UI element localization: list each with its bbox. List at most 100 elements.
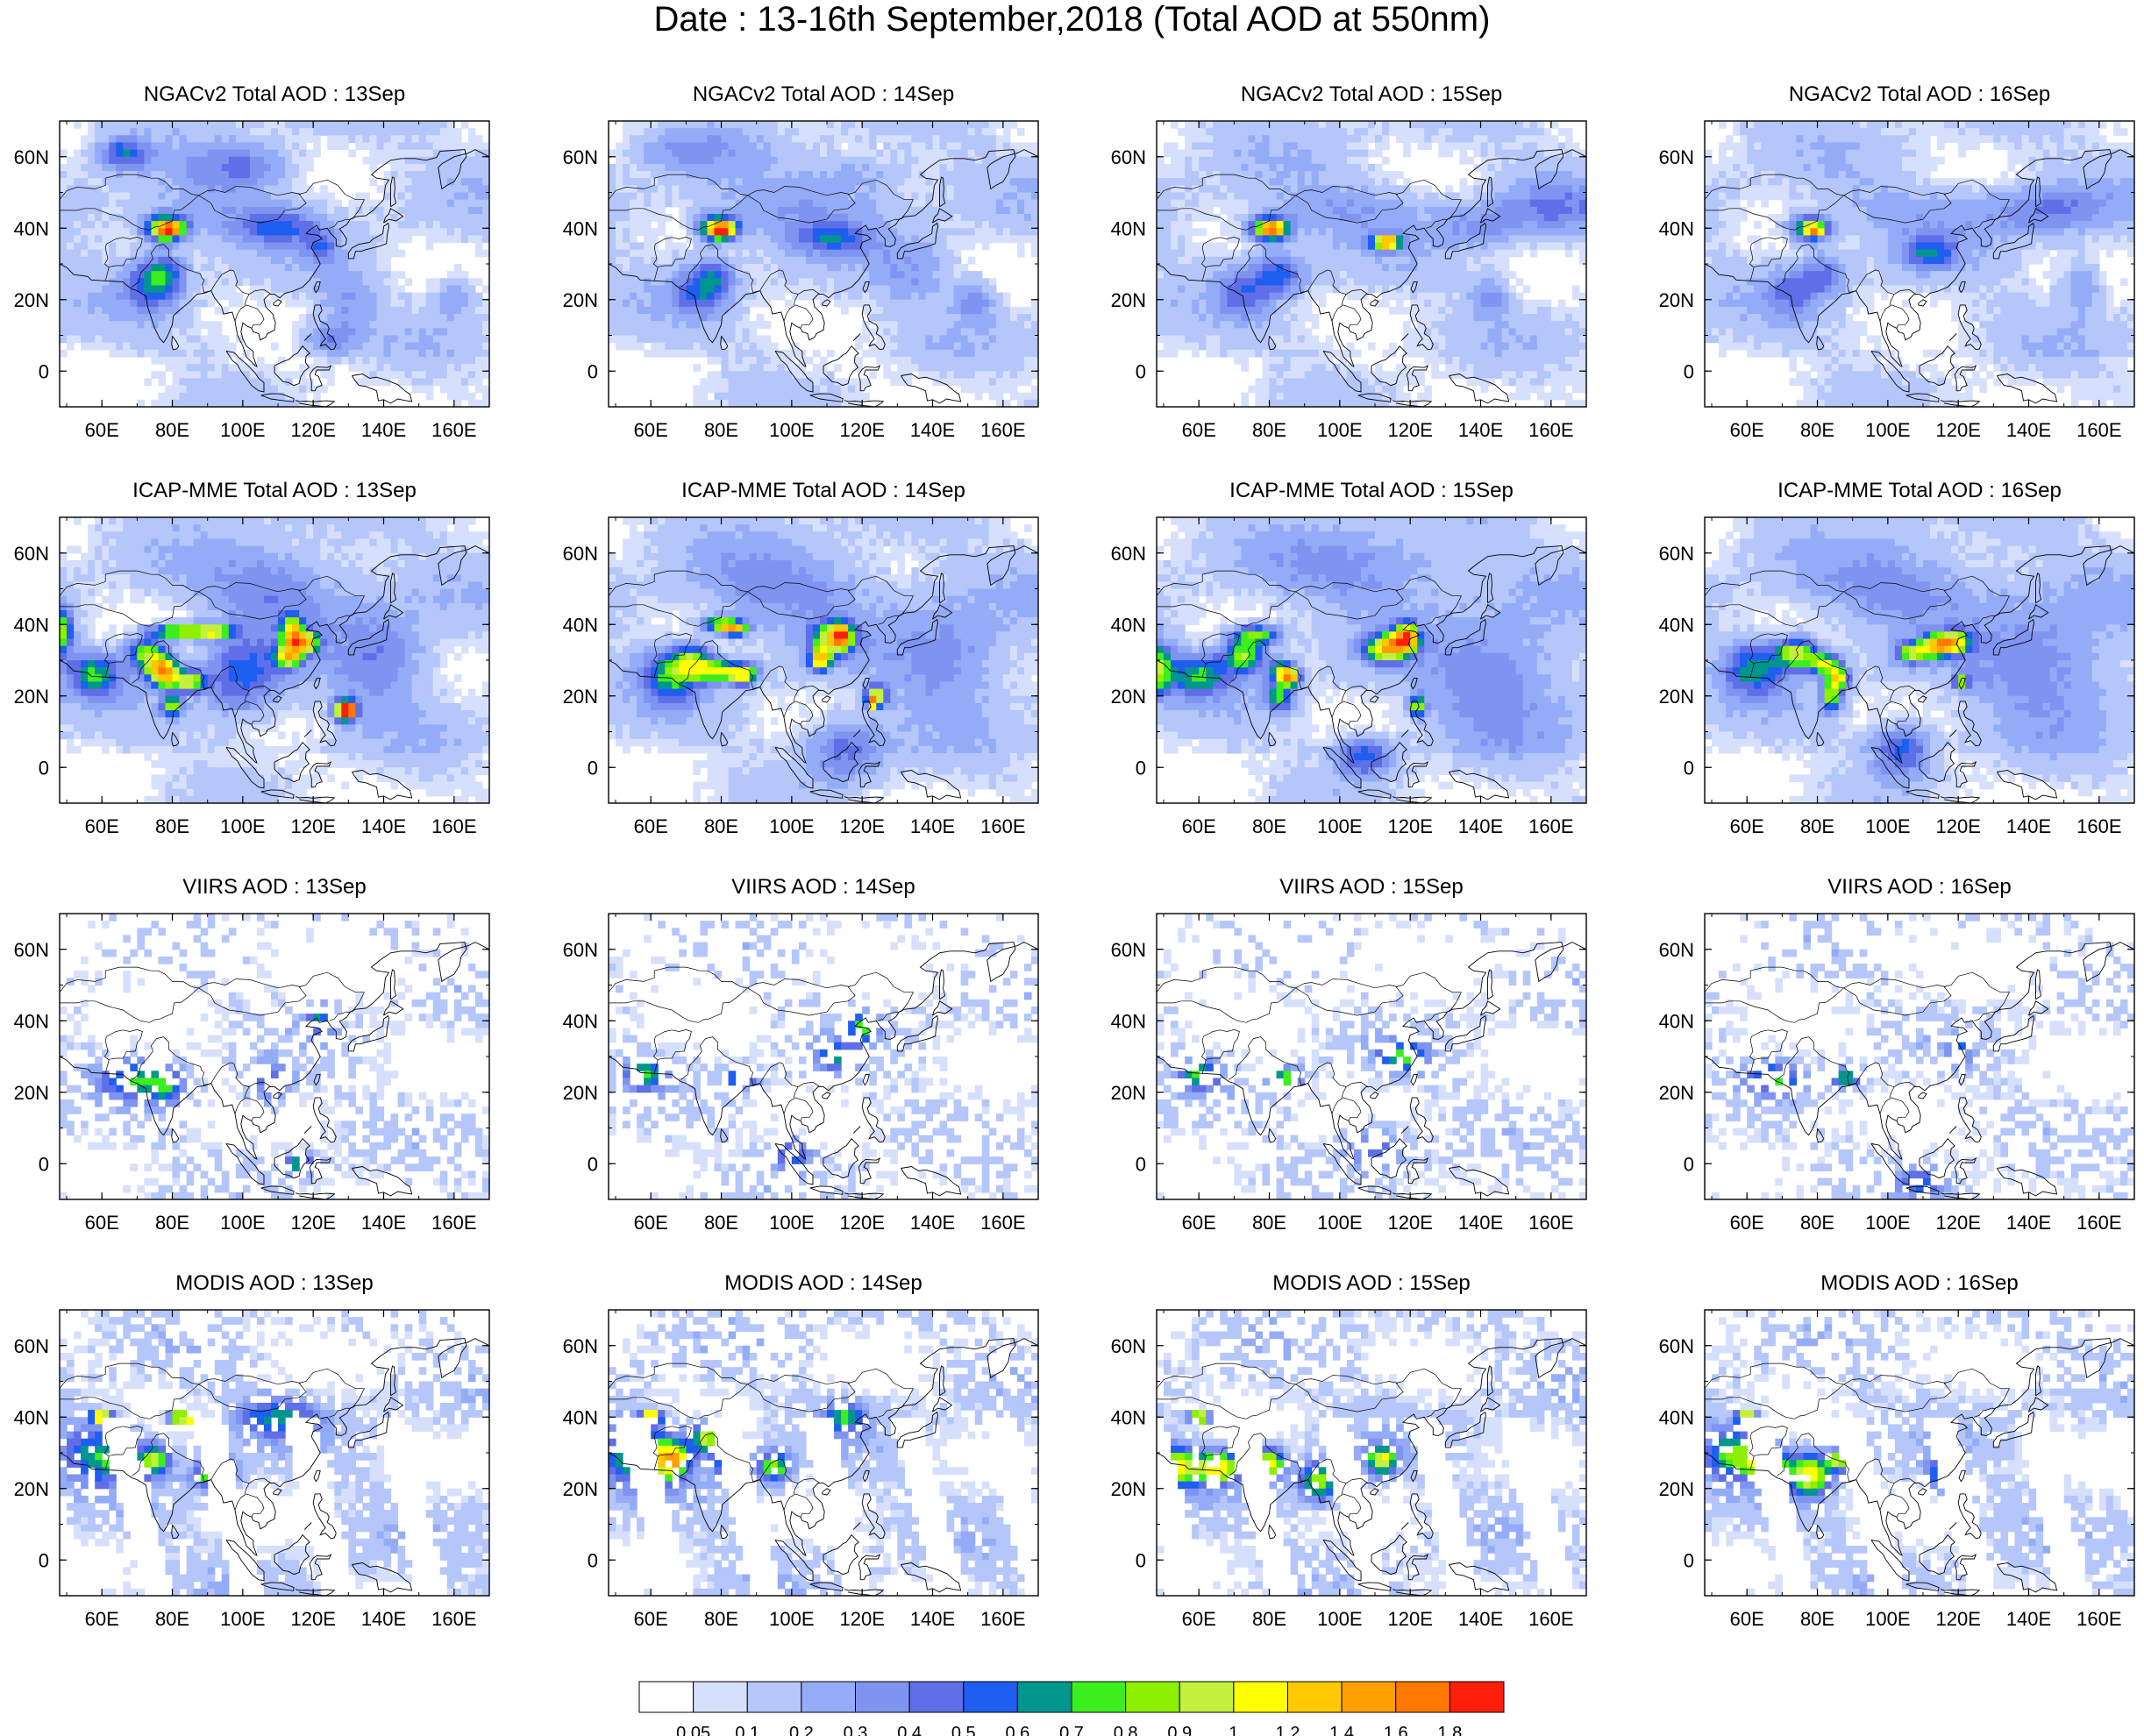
map-panel: 60E 80E 100E 120E 140E 160E 0 20N 40N 60N [1111,516,1587,837]
lat-tick-label: 60N [563,146,598,168]
lon-tick-label: 160E [980,1608,1025,1630]
panel-title: MODIS AOD : 15Sep [1157,1271,1586,1296]
panel-title: ICAP-MME Total AOD : 13Sep [60,479,489,503]
lon-tick-label: 100E [769,1212,814,1234]
lat-tick-label: 20N [14,686,49,708]
colorbar-swatch [746,1681,802,1713]
lon-tick-label: 60E [1730,419,1764,441]
map-panel: 60E 80E 100E 120E 140E 160E 0 20N 40N 60N [1111,120,1587,441]
lat-tick-label: 40N [563,614,598,636]
lat-tick-label: 20N [563,1082,598,1104]
aod-field [1705,1310,2134,1596]
lon-tick-label: 60E [634,419,668,441]
lon-tick-label: 120E [839,1608,884,1630]
lat-tick-label: 40N [1659,614,1694,636]
colorbar-label: 1.2 [1276,1724,1300,1736]
lon-tick-label: 80E [1252,1608,1286,1630]
lon-tick-label: 140E [1458,419,1503,441]
lon-tick-label: 80E [1252,815,1286,837]
country-borders [1705,1362,2010,1518]
lat-tick-label: 0 [1684,1549,1694,1571]
aod-field [60,517,489,803]
lat-tick-label: 20N [1111,686,1146,708]
lon-tick-label: 80E [704,1212,738,1234]
lat-tick-label: 20N [1111,1478,1146,1500]
lon-tick-label: 160E [431,1608,476,1630]
map-panel: 60E 80E 100E 120E 140E 160E 0 20N 40N 60N [563,120,1039,441]
lon-tick-label: 160E [980,419,1025,441]
colorbar-label: 0.05 [676,1724,710,1736]
coastlines [609,545,1038,803]
lon-tick-label: 80E [1800,1608,1834,1630]
coastlines [60,1338,489,1596]
lat-tick-label: 20N [14,1082,49,1104]
lat-tick-label: 40N [14,1010,49,1032]
colorbar-label: 0.2 [789,1724,814,1736]
lon-tick-label: 160E [1528,419,1573,441]
aod-field [1705,121,2134,407]
lon-tick-label: 120E [1935,815,1980,837]
colorbar-label: 1 [1229,1724,1238,1736]
lon-tick-label: 140E [2006,815,2051,837]
lon-tick-label: 60E [634,1212,668,1234]
lon-tick-label: 160E [1528,1212,1573,1234]
colorbar-label: 0.3 [844,1724,868,1736]
lat-tick-label: 40N [563,217,598,239]
colorbar-swatch [1071,1681,1127,1713]
coastlines [60,942,489,1199]
lon-tick-label: 60E [1730,1608,1764,1630]
aod-field [60,1310,489,1596]
lat-tick-label: 20N [1659,686,1694,708]
lat-tick-label: 0 [588,757,598,779]
country-borders [60,174,365,329]
coastlines [60,149,489,407]
lon-tick-label: 100E [1865,1608,1910,1630]
aod-field [1157,1310,1586,1596]
lon-tick-label: 80E [704,815,738,837]
lat-tick-label: 60N [1659,543,1694,565]
colorbar-swatch [693,1681,748,1713]
lon-tick-label: 100E [1865,419,1910,441]
lon-tick-label: 100E [1865,815,1910,837]
lon-tick-label: 60E [85,1608,119,1630]
colorbar-label: 0.9 [1167,1724,1192,1736]
colorbar-swatch [1016,1681,1072,1713]
lat-tick-label: 20N [1111,1082,1146,1104]
lat-tick-label: 60N [1659,939,1694,961]
lat-tick-label: 0 [588,1153,598,1175]
colorbar-swatch [1449,1681,1505,1713]
lon-tick-label: 100E [1865,1212,1910,1234]
lat-tick-label: 40N [563,1010,598,1032]
lat-tick-label: 60N [1111,939,1146,961]
map-panel: 60E 80E 100E 120E 140E 160E 0 20N 40N 60N [1111,913,1587,1234]
coastlines [1157,149,1586,407]
lon-tick-label: 120E [1935,1212,1980,1234]
lon-tick-label: 60E [85,1212,119,1234]
lat-tick-label: 40N [1111,217,1146,239]
coastlines [609,1338,1038,1596]
coastlines [609,149,1038,407]
panel-title: VIIRS AOD : 16Sep [1705,875,2134,900]
panel-title: MODIS AOD : 16Sep [1705,1271,2134,1296]
panel-title: NGACv2 Total AOD : 16Sep [1705,82,2134,107]
lat-tick-label: 40N [14,217,49,239]
lon-tick-label: 80E [1800,1212,1834,1234]
lat-tick-label: 20N [1659,1082,1694,1104]
lat-tick-label: 0 [1136,1549,1146,1571]
lat-tick-label: 60N [14,939,49,961]
lon-tick-label: 100E [1317,1608,1362,1630]
lon-tick-label: 120E [839,1212,884,1234]
lon-tick-label: 100E [220,1608,265,1630]
lon-tick-label: 160E [431,815,476,837]
lon-tick-label: 100E [1317,1212,1362,1234]
colorbar-swatch [855,1681,910,1713]
lon-tick-label: 60E [634,815,668,837]
lat-tick-label: 0 [39,1549,49,1571]
lat-tick-label: 40N [1659,1406,1694,1428]
lon-tick-label: 80E [704,419,738,441]
coastlines [1705,942,2134,1199]
lon-tick-label: 80E [155,815,189,837]
lat-tick-label: 60N [1111,146,1146,168]
lon-tick-label: 60E [1182,1212,1216,1234]
lon-tick-label: 140E [910,1212,955,1234]
